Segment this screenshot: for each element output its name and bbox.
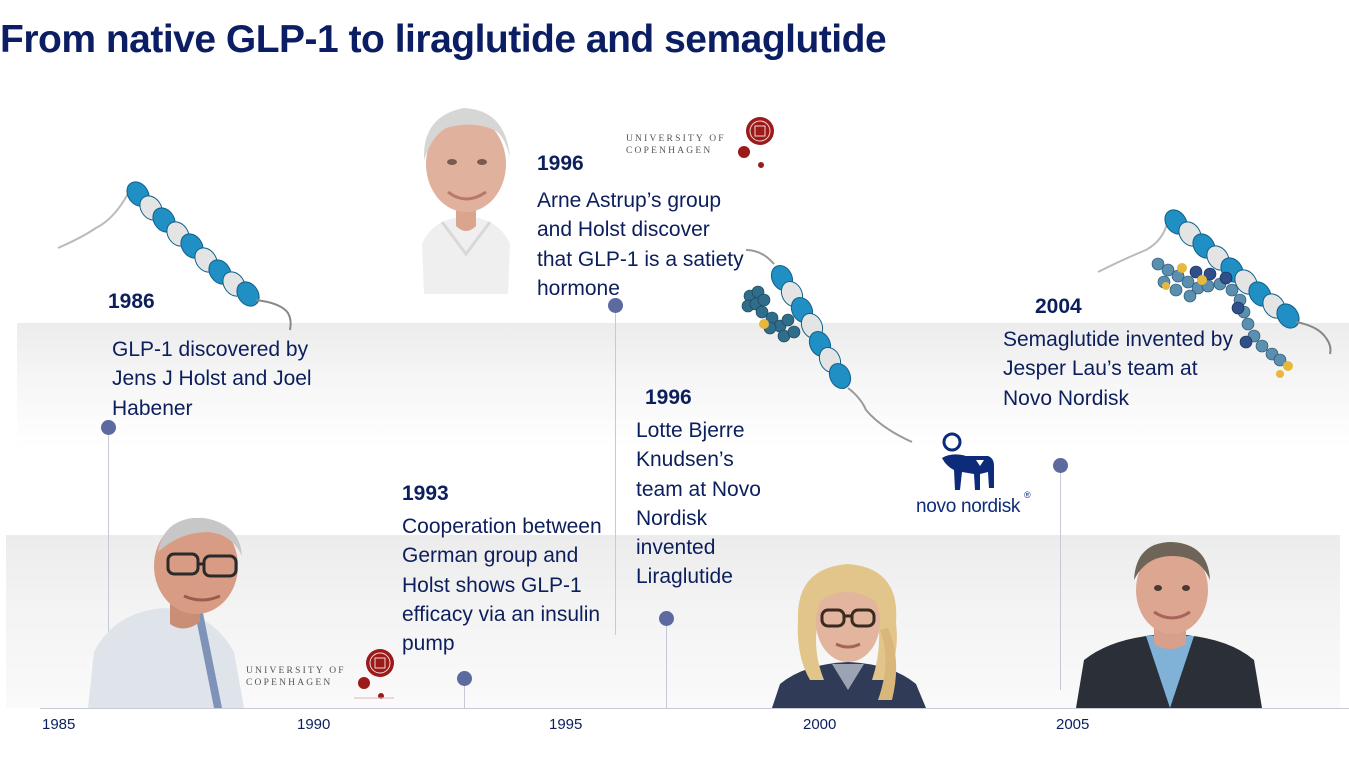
university-logo-line2: COPENHAGEN [626,146,713,156]
connector-1996-astrup [615,305,616,635]
event-text-1996-astrup: Arne Astrup’s group and Holst discover t… [537,189,744,300]
timeline-dot-1986 [101,420,116,435]
event-year-2004: 2004 [1035,295,1082,318]
event-year-1996-astrup: 1996 [537,152,584,175]
portrait-jesper-lau [1076,542,1262,708]
axis-tick-2005: 2005 [1056,716,1090,733]
axis-tick-2000: 2000 [803,716,837,733]
connector-2004 [1060,465,1061,690]
portrait-jens-holst [88,517,244,708]
axis-tick-1995: 1995 [549,716,583,733]
semaglutide-helix-icon [1097,209,1332,378]
university-logo-line1-bottom: UNIVERSITY OF [246,666,346,676]
timeline-dot-2004 [1053,458,1068,473]
connector-1993 [464,678,465,708]
connector-1996-knudsen [666,618,667,708]
portrait-lotte-bjerre-knudsen [772,564,926,708]
axis-tick-1990: 1990 [297,716,331,733]
university-of-copenhagen-logo-bottom: UNIVERSITY OF COPENHAGEN [246,648,398,702]
portrait-arne-astrup [422,108,510,294]
event-year-1996-knudsen: 1996 [645,386,692,409]
registered-mark: ® [1024,490,1031,500]
liraglutide-helix-icon [741,249,913,443]
event-year-1993: 1993 [402,482,449,505]
novo-nordisk-logo: novo nordisk ® [914,432,1036,518]
novo-nordisk-wordmark: novo nordisk [916,496,1021,517]
event-year-1986: 1986 [108,290,155,313]
timeline-dot-1993 [457,671,472,686]
apis-bull-icon [942,432,994,490]
university-logo-line2-bottom: COPENHAGEN [246,678,333,688]
axis-tick-1985: 1985 [42,716,76,733]
glp1-helix-icon [57,181,292,331]
event-text-2004: Semaglutide invented by Jesper Lau’s tea… [1003,328,1233,410]
event-text-1996-knudsen: Lotte Bjerre Knudsen’s team at Novo Nord… [636,419,761,589]
university-logo-line1: UNIVERSITY OF [626,134,726,144]
university-of-copenhagen-logo-top: UNIVERSITY OF COPENHAGEN [626,116,778,172]
timeline-axis [40,708,1349,709]
event-text-1986: GLP-1 discovered by Jens J Holst and Joe… [112,338,312,420]
university-seal-icon-bottom [354,649,394,699]
page-title: From native GLP-1 to liraglutide and sem… [0,18,887,61]
timeline-dot-1996-knudsen [659,611,674,626]
connector-1986 [108,427,109,687]
timeline-dot-1996-astrup [608,298,623,313]
timeline-band-upper [17,323,1349,448]
event-text-1993: Cooperation between German group and Hol… [402,515,602,656]
university-seal-icon [738,117,774,168]
